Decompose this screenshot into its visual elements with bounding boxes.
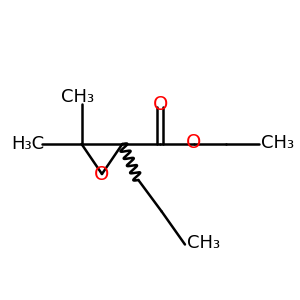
Text: O: O <box>186 133 201 152</box>
Text: CH₃: CH₃ <box>61 88 94 106</box>
Text: O: O <box>94 164 110 184</box>
Text: O: O <box>152 95 168 115</box>
Text: CH₃: CH₃ <box>261 134 294 152</box>
Text: H₃C: H₃C <box>11 135 44 153</box>
Text: CH₃: CH₃ <box>187 234 220 252</box>
